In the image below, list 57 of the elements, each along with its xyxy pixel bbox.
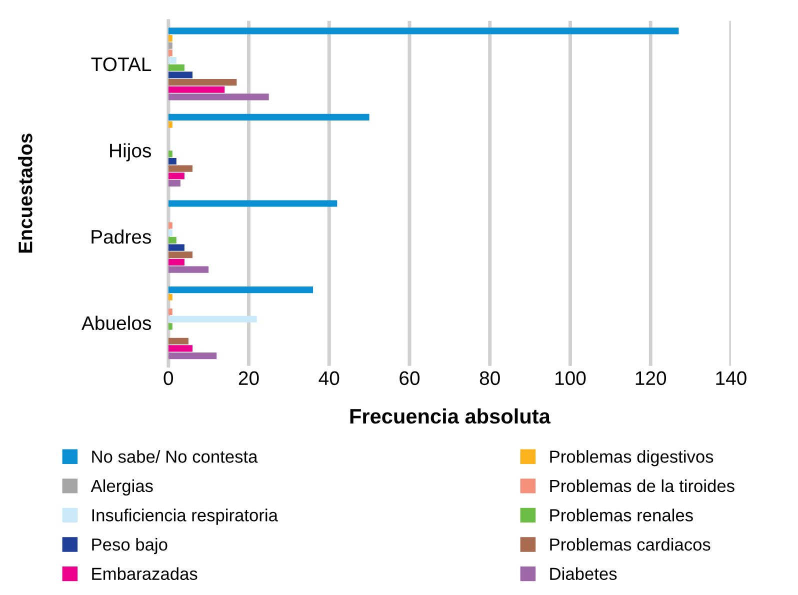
bar <box>168 34 172 42</box>
bar <box>168 345 192 352</box>
bar <box>168 236 176 244</box>
bar <box>168 222 172 229</box>
bar <box>168 266 209 273</box>
x-tick-label: 60 <box>400 371 420 386</box>
legend-label: Alergias <box>90 479 153 496</box>
legend-label: Problemas cardiacos <box>550 538 710 551</box>
x-tick-label: 120 <box>636 371 666 386</box>
y-tick-label: Abuelos <box>81 316 152 330</box>
bar <box>168 172 184 180</box>
bar <box>168 42 172 49</box>
bar <box>168 286 314 294</box>
y-tick-label: TOTAL <box>91 57 152 72</box>
legend-label: Embarazadas <box>92 567 198 580</box>
y-tick-label: Hijos <box>110 143 152 162</box>
legend-label: Insuficiencia respiratoria <box>92 508 278 525</box>
bar <box>168 180 180 187</box>
bar <box>168 114 370 121</box>
x-tick-label: 100 <box>555 371 586 386</box>
bar <box>168 316 257 322</box>
bar <box>168 323 172 330</box>
bar <box>168 244 184 251</box>
legend-label: Problemas de la tiroides <box>550 479 734 492</box>
y-axis-title: Encuestados <box>18 134 32 253</box>
legend-label: Problemas digestivos <box>550 450 714 466</box>
legend-label: Diabetes <box>550 567 617 580</box>
x-axis-title: Frecuencia absoluta <box>350 408 551 424</box>
bar <box>168 158 176 165</box>
legend-label: No sabe/ No contesta <box>92 450 258 463</box>
bar <box>168 352 217 360</box>
x-tick-label: 20 <box>238 371 259 386</box>
bar <box>168 150 172 158</box>
x-tick-label: 40 <box>318 371 340 386</box>
bar <box>168 50 172 56</box>
bar <box>168 64 184 71</box>
x-tick-label: 80 <box>480 371 500 386</box>
bar <box>168 86 225 93</box>
legend-label: Peso bajo <box>92 538 168 554</box>
bar <box>168 165 192 172</box>
x-tick-label: 140 <box>716 371 746 386</box>
bar <box>168 294 172 300</box>
bar <box>168 338 188 344</box>
bar <box>168 94 269 100</box>
bar <box>168 230 172 236</box>
bar <box>168 200 338 207</box>
x-tick-label: 0 <box>164 371 174 386</box>
legend-label: Problemas renales <box>550 508 693 522</box>
y-tick-label: Padres <box>92 229 152 244</box>
bar <box>168 258 184 266</box>
bar <box>168 28 679 34</box>
bar <box>168 121 172 128</box>
bar <box>168 78 237 86</box>
bar <box>168 252 192 258</box>
bar <box>168 56 176 64</box>
bar <box>168 72 192 78</box>
bar <box>168 308 172 316</box>
